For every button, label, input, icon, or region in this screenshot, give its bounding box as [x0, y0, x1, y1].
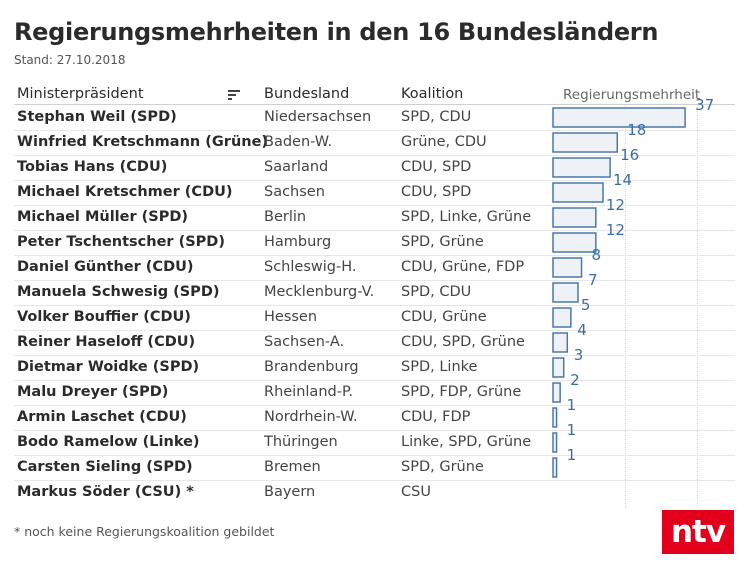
koalition-cell: CSU: [401, 484, 431, 500]
row-divider: [14, 230, 735, 231]
ministerpraesident-cell: Stephan Weil (SPD): [17, 109, 177, 125]
row-divider: [14, 180, 735, 181]
table-row: Markus Söder (CSU) * Bayern CSU: [0, 480, 750, 505]
gridline: [697, 104, 698, 508]
ministerpraesident-cell: Volker Bouffier (CDU): [17, 309, 191, 325]
header-ministerpraesident[interactable]: Ministerpräsident: [17, 86, 144, 102]
sort-icon[interactable]: [227, 89, 241, 101]
row-divider: [14, 330, 735, 331]
ministerpraesident-cell: Winfried Kretschmann (Grüne): [17, 134, 269, 150]
koalition-cell: SPD, Grüne: [401, 459, 484, 475]
koalition-cell: CDU, Grüne: [401, 309, 487, 325]
table-row: Armin Laschet (CDU) Nordrhein-W. CDU, FDP: [0, 405, 750, 430]
ministerpraesident-cell: Peter Tschentscher (SPD): [17, 234, 225, 250]
header-koalition[interactable]: Koalition: [401, 86, 464, 102]
header-bundesland[interactable]: Bundesland: [264, 86, 350, 102]
bundesland-cell: Nordrhein-W.: [264, 409, 358, 425]
chart-title: Regierungsmehrheiten in den 16 Bundeslän…: [14, 18, 659, 46]
bundesland-cell: Brandenburg: [264, 359, 359, 375]
bundesland-cell: Hamburg: [264, 234, 332, 250]
bundesland-cell: Thüringen: [264, 434, 338, 450]
ministerpraesident-cell: Malu Dreyer (SPD): [17, 384, 169, 400]
table-row: Dietmar Woidke (SPD) Brandenburg SPD, Link…: [0, 355, 750, 380]
bundesland-cell: Hessen: [264, 309, 318, 325]
gridline: [625, 104, 626, 508]
koalition-cell: CDU, SPD: [401, 159, 472, 175]
ministerpraesident-cell: Armin Laschet (CDU): [17, 409, 187, 425]
row-divider: [14, 130, 735, 131]
koalition-cell: SPD, CDU: [401, 284, 472, 300]
koalition-cell: CDU, FDP: [401, 409, 471, 425]
bundesland-cell: Berlin: [264, 209, 307, 225]
bundesland-cell: Saarland: [264, 159, 329, 175]
ministerpraesident-cell: Bodo Ramelow (Linke): [17, 434, 200, 450]
bundesland-cell: Bayern: [264, 484, 316, 500]
bundesland-cell: Mecklenburg-V.: [264, 284, 375, 300]
table-row: Manuela Schwesig (SPD) Mecklenburg-V. SPD,…: [0, 280, 750, 305]
ministerpraesident-cell: Michael Kretschmer (CDU): [17, 184, 233, 200]
bundesland-cell: Sachsen: [264, 184, 325, 200]
header-regierungsmehrheit[interactable]: Regierungsmehrheit: [563, 87, 701, 103]
koalition-cell: SPD, FDP, Grüne: [401, 384, 522, 400]
ntv-logo: ntv: [662, 510, 734, 554]
ministerpraesident-cell: Carsten Sieling (SPD): [17, 459, 193, 475]
bundesland-cell: Bremen: [264, 459, 321, 475]
table-row: Reiner Haseloff (CDU) Sachsen-A. CDU, SPD,…: [0, 330, 750, 355]
koalition-cell: CDU, SPD, Grüne: [401, 334, 525, 350]
bundesland-cell: Baden-W.: [264, 134, 333, 150]
table-row: Daniel Günther (CDU) Schleswig-H. CDU, Grü…: [0, 255, 750, 280]
row-divider: [14, 280, 735, 281]
ministerpraesident-cell: Markus Söder (CSU) *: [17, 484, 194, 500]
koalition-cell: SPD, CDU: [401, 109, 472, 125]
table-row: Winfried Kretschmann (Grüne) Baden-W. Grün…: [0, 130, 750, 155]
row-divider: [14, 305, 735, 306]
ministerpraesident-cell: Manuela Schwesig (SPD): [17, 284, 220, 300]
koalition-cell: Grüne, CDU: [401, 134, 487, 150]
ministerpraesident-cell: Michael Müller (SPD): [17, 209, 189, 225]
row-divider: [14, 355, 735, 356]
row-divider: [14, 455, 735, 456]
koalition-cell: SPD, Grüne: [401, 234, 484, 250]
koalition-cell: SPD, Linke: [401, 359, 478, 375]
table-row: Stephan Weil (SPD) Niedersachsen SPD, CDU: [0, 105, 750, 130]
table-row: Carsten Sieling (SPD) Bremen SPD, Grüne: [0, 455, 750, 480]
row-divider: [14, 380, 735, 381]
ministerpraesident-cell: Tobias Hans (CDU): [17, 159, 168, 175]
footnote: * noch keine Regierungskoalition gebilde…: [14, 524, 275, 539]
row-divider: [14, 430, 735, 431]
table-row: Michael Kretschmer (CDU) Sachsen CDU, SPD: [0, 180, 750, 205]
table-row: Bodo Ramelow (Linke) Thüringen Linke, SPD,…: [0, 430, 750, 455]
row-divider: [14, 255, 735, 256]
ministerpraesident-cell: Reiner Haseloff (CDU): [17, 334, 196, 350]
row-divider: [14, 480, 735, 481]
table-row: Tobias Hans (CDU) Saarland CDU, SPD: [0, 155, 750, 180]
table-row: Michael Müller (SPD) Berlin SPD, Linke, Gr…: [0, 205, 750, 230]
bundesland-cell: Niedersachsen: [264, 109, 372, 125]
koalition-cell: CDU, SPD: [401, 184, 472, 200]
bundesland-cell: Sachsen-A.: [264, 334, 345, 350]
ministerpraesident-cell: Daniel Günther (CDU): [17, 259, 194, 275]
koalition-cell: Linke, SPD, Grüne: [401, 434, 532, 450]
koalition-cell: SPD, Linke, Grüne: [401, 209, 532, 225]
chart-subtitle: Stand: 27.10.2018: [14, 53, 126, 67]
table-row: Peter Tschentscher (SPD) Hamburg SPD, Grün…: [0, 230, 750, 255]
table-row: Malu Dreyer (SPD) Rheinland-P. SPD, FDP, G…: [0, 380, 750, 405]
ministerpraesident-cell: Dietmar Woidke (SPD): [17, 359, 200, 375]
header-divider: [14, 104, 735, 105]
row-divider: [14, 205, 735, 206]
row-divider: [14, 405, 735, 406]
table-row: Volker Bouffier (CDU) Hessen CDU, Grüne: [0, 305, 750, 330]
row-divider: [14, 155, 735, 156]
bundesland-cell: Schleswig-H.: [264, 259, 357, 275]
bundesland-cell: Rheinland-P.: [264, 384, 354, 400]
koalition-cell: CDU, Grüne, FDP: [401, 259, 525, 275]
